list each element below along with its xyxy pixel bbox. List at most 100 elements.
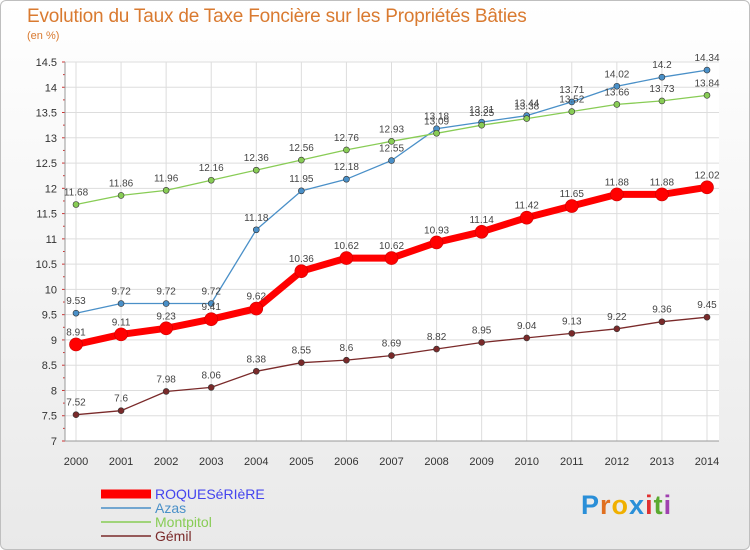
data-label: 10.62 (379, 241, 404, 252)
data-label: 8.69 (382, 339, 402, 350)
data-point (252, 166, 260, 174)
y-tick-label: 10 (45, 284, 57, 296)
data-point (388, 352, 395, 359)
data-point (388, 138, 395, 145)
data-label: 9.13 (562, 316, 582, 327)
data-point (114, 327, 128, 342)
data-label: 13.09 (424, 116, 449, 127)
x-tick-label: 2000 (64, 456, 88, 468)
x-tick-label: 2005 (289, 456, 313, 468)
logo-letter: i (645, 490, 654, 520)
x-tick-label: 2003 (199, 456, 223, 468)
data-label: 13.25 (469, 108, 494, 119)
data-point (658, 97, 666, 105)
data-label: 11.86 (109, 178, 134, 189)
data-point (117, 192, 125, 199)
data-label: 8.91 (66, 327, 86, 338)
data-label: 9.72 (111, 287, 131, 298)
data-label: 11.88 (650, 177, 675, 188)
data-point (162, 187, 170, 194)
data-point (478, 121, 485, 129)
data-label: 10.36 (289, 254, 314, 265)
legend-label: ROQUESéRIèRE (155, 486, 265, 502)
data-point (72, 309, 80, 317)
data-label: 8.06 (201, 370, 221, 381)
data-label: 9.41 (201, 302, 221, 313)
data-point (700, 180, 714, 195)
x-tick-label: 2006 (334, 456, 358, 468)
data-point (658, 73, 666, 81)
x-tick-label: 2009 (469, 456, 493, 468)
data-point (117, 407, 125, 414)
data-point (568, 98, 576, 106)
data-point (72, 201, 80, 208)
x-tick-label: 2001 (109, 456, 133, 468)
proxiti-logo: Proxiti (581, 490, 672, 521)
logo-letter: t (653, 490, 664, 520)
data-point (294, 264, 309, 279)
data-label: 13.38 (514, 102, 539, 113)
data-point (339, 251, 354, 265)
x-tick-label: 2012 (605, 456, 629, 468)
data-label: 9.62 (247, 292, 267, 303)
data-label: 11.18 (244, 213, 269, 224)
data-label: 9.45 (697, 300, 717, 311)
logo-letter: r (600, 490, 612, 520)
data-point (568, 108, 576, 115)
y-tick-label: 13 (45, 133, 57, 145)
data-point (703, 313, 711, 321)
data-point (249, 301, 264, 316)
data-point (298, 187, 305, 195)
y-tick-label: 9.5 (42, 310, 57, 322)
data-point (72, 411, 80, 419)
data-label: 9.72 (201, 287, 221, 298)
data-label: 7.98 (156, 374, 176, 385)
x-tick-label: 2004 (244, 456, 268, 468)
data-point (298, 359, 305, 366)
data-label: 13.71 (559, 85, 584, 96)
data-label: 8.82 (427, 332, 447, 343)
chart-subtitle: (en %) (27, 30, 60, 42)
data-label: 10.93 (424, 225, 449, 236)
data-label: 8.38 (247, 354, 267, 365)
logo-letter: o (611, 490, 630, 520)
data-label: 9.23 (156, 311, 176, 322)
data-point (207, 176, 215, 184)
data-label: 14.02 (604, 69, 629, 80)
y-tick-label: 11 (46, 234, 57, 246)
y-tick-label: 14.5 (36, 57, 57, 69)
data-label: 14.34 (694, 53, 719, 64)
data-label: 8.95 (472, 325, 492, 336)
y-tick-label: 10.5 (36, 259, 57, 271)
data-point (388, 157, 395, 164)
data-label: 9.11 (112, 317, 131, 328)
data-point (474, 224, 489, 239)
y-tick-label: 13.5 (36, 108, 57, 120)
data-label: 8.55 (292, 346, 312, 357)
data-point (162, 300, 170, 307)
data-point (433, 345, 440, 353)
y-tick-label: 7 (51, 436, 57, 448)
data-point (429, 235, 444, 250)
chart-title: Evolution du Taux de Taxe Foncière sur l… (27, 6, 527, 27)
data-point (519, 210, 534, 225)
data-label: 13.52 (559, 95, 584, 106)
data-point (207, 300, 215, 307)
legend-label: Azas (155, 500, 186, 516)
data-label: 14.2 (652, 60, 672, 71)
y-tick-label: 14 (45, 82, 57, 94)
data-point (252, 226, 260, 234)
data-label: 12.56 (289, 143, 314, 154)
data-label: 12.36 (244, 153, 269, 164)
data-label: 11.42 (515, 201, 540, 212)
data-point (568, 330, 576, 337)
y-tick-label: 7.5 (42, 411, 57, 423)
data-point (613, 82, 621, 90)
data-point (343, 356, 350, 364)
x-tick-label: 2007 (379, 456, 403, 468)
data-point (207, 384, 215, 391)
data-label: 8.6 (339, 343, 353, 354)
y-tick-label: 9 (51, 335, 57, 347)
data-label: 12.16 (199, 163, 224, 174)
